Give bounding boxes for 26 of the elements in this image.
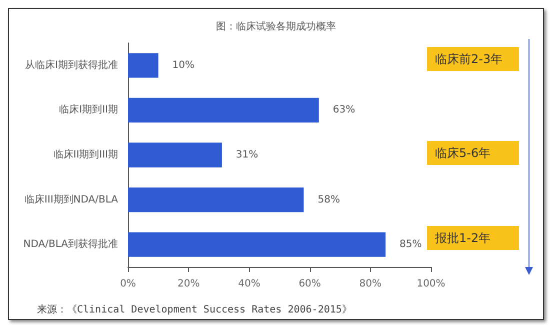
x-tick-label: 80% (359, 278, 382, 290)
text: 临床前2-3年 (435, 52, 503, 66)
text: 临床5-6年 (435, 146, 491, 160)
chart-title: 图：临床试验各期成功概率 (216, 20, 336, 32)
source-note: 来源：《Clinical Development Success Rates 2006-2015》 (37, 304, 352, 316)
data-label: 58% (318, 194, 340, 206)
data-label: 63% (332, 104, 356, 116)
x-tick-label: 20% (177, 278, 200, 290)
text: 报批1-2年 (434, 231, 491, 245)
data-label: 85% (400, 239, 422, 250)
bar (128, 232, 386, 257)
y-tick-label: 临床II期到III期 (53, 148, 118, 160)
x-tick-label: 100% (416, 278, 446, 290)
data-label: 10% (172, 60, 195, 71)
x-tick-label: 40% (238, 278, 260, 290)
x-tick-label: 0% (120, 278, 136, 290)
x-tick-label: 60% (298, 278, 321, 290)
bar (128, 187, 304, 212)
data-label: 31% (236, 150, 258, 160)
y-tick-label: 从临床I期到获得批准 (25, 58, 118, 71)
y-tick-label: 临床I期到II期 (59, 104, 118, 116)
bar (128, 142, 222, 168)
y-tick-label: NDA/BLA到获得批准 (23, 238, 118, 250)
y-tick-label: 临床III期到NDA/BLA (24, 193, 118, 206)
bar (128, 53, 158, 78)
bar (128, 98, 319, 123)
